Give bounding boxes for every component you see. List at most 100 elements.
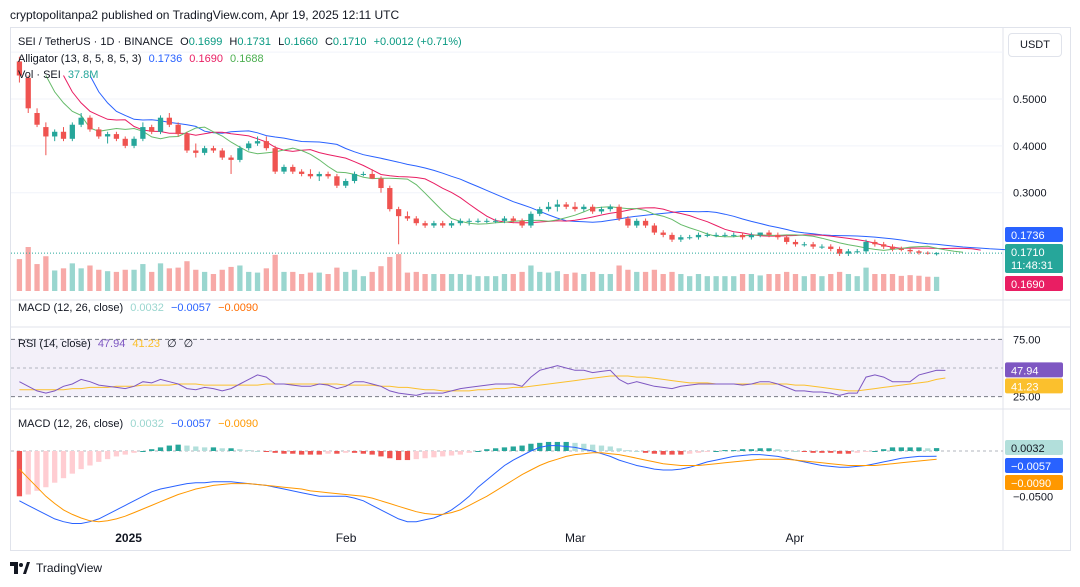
macd-histogram-bar: [731, 450, 737, 452]
candle-body: [413, 218, 419, 224]
candle-body: [704, 234, 710, 236]
macd-histogram-bar: [722, 450, 728, 452]
volume-bar: [925, 276, 931, 291]
currency-button[interactable]: USDT: [1008, 33, 1062, 57]
candle-body: [272, 148, 278, 172]
volume-bar: [16, 259, 23, 291]
volume-bar: [845, 274, 852, 291]
macd-histogram-bar: [184, 445, 190, 451]
jaw-price-label: 0.1736: [1011, 230, 1045, 242]
rsi-ma-value-label-bg: [1005, 378, 1063, 394]
candle-body: [281, 166, 287, 172]
candle-body: [881, 244, 887, 247]
volume-bar: [581, 274, 587, 291]
candle-body: [933, 253, 940, 255]
macd-histogram-bar: [369, 451, 375, 455]
last-price-label: 11:48:31: [1011, 260, 1053, 272]
macd-histogram-bar: [836, 451, 843, 454]
candle-body: [193, 150, 199, 153]
volume-bar: [219, 269, 225, 291]
volume-bar: [149, 271, 155, 291]
volume-bar: [104, 271, 111, 291]
volume-bar: [69, 263, 75, 291]
volume-bar: [810, 274, 816, 291]
candle-body: [634, 220, 640, 226]
volume-bar: [184, 261, 190, 291]
macd-legend-2: MACD (12, 26, close) 0.0032 −0.0057 −0.0…: [18, 418, 259, 430]
candle-body: [246, 143, 252, 149]
volume-bar: [651, 269, 658, 291]
candle-body: [325, 173, 331, 177]
chart-canvas[interactable]: 0.60000.50000.40000.30000.17360.171011:4…: [11, 28, 1070, 550]
volume-bar: [272, 254, 278, 291]
macd-hist-label: 0.0032: [1011, 443, 1045, 455]
volume-bar: [307, 272, 314, 291]
volume-bar: [325, 274, 331, 291]
volume-bar: [695, 274, 702, 291]
macd-histogram-bar: [528, 443, 534, 451]
candle-body: [369, 173, 375, 179]
volume-bar: [237, 265, 243, 291]
candle-body: [775, 234, 781, 238]
macd-histogram-bar: [607, 446, 613, 451]
candle-body: [43, 127, 49, 137]
chart-frame[interactable]: 0.60000.50000.40000.30000.17360.171011:4…: [10, 27, 1071, 551]
candle-body: [898, 248, 904, 250]
macd-histogram-bar: [60, 451, 67, 479]
volume-bar: [519, 271, 525, 291]
macd-histogram-bar: [819, 451, 825, 453]
macd-histogram-bar: [387, 451, 393, 459]
macd-histogram-bar: [140, 451, 146, 452]
macd-histogram-bar: [404, 451, 411, 461]
macd-histogram-bar: [52, 451, 58, 483]
macd-line: [19, 445, 937, 524]
candle-body: [466, 220, 472, 222]
symbol-label[interactable]: SEI / TetherUS · 1D · BINANCE: [18, 36, 174, 48]
macd-histogram-bar: [713, 451, 719, 452]
candle-body: [457, 220, 464, 224]
volume-bar: [193, 269, 199, 291]
macd-signal-label: −0.0090: [1011, 478, 1051, 490]
candle-body: [34, 113, 40, 125]
macd-histogram-bar: [669, 451, 675, 455]
volume-bar: [889, 274, 896, 291]
macd-histogram-bar: [598, 445, 605, 451]
candle-body: [25, 77, 31, 109]
volume-bar: [898, 275, 904, 291]
macd-histogram-bar: [448, 451, 455, 456]
volume-bar: [281, 271, 287, 291]
macd-histogram-bar: [307, 451, 314, 455]
candle-body: [581, 206, 587, 210]
macd-histogram-bar: [96, 451, 102, 462]
macd-histogram-bar: [175, 444, 181, 451]
macd-histogram-bar: [642, 451, 649, 453]
macd-histogram-bar: [907, 447, 913, 451]
macd-histogram-bar: [889, 447, 896, 451]
macd-histogram-bar: [739, 449, 746, 451]
volume-bar: [916, 275, 922, 291]
macd-histogram-bar: [440, 451, 446, 457]
volume-bar: [854, 276, 860, 291]
volume-bar: [431, 274, 437, 291]
candle-body: [616, 206, 622, 219]
rsi-line: [19, 365, 946, 396]
candle-body: [854, 251, 860, 253]
volume-bar: [563, 274, 569, 291]
macd-histogram-bar: [898, 447, 904, 451]
macd-histogram-bar: [881, 449, 887, 451]
y-tick-label: 0.3000: [1013, 188, 1047, 200]
macd-histogram-bar: [492, 448, 499, 451]
tradingview-logo-icon: [10, 562, 30, 574]
macd-histogram-bar: [872, 451, 878, 452]
volume-bar: [175, 267, 181, 291]
candle-body: [431, 223, 437, 226]
macd-histogram-bar: [501, 447, 508, 451]
volume-bar: [713, 276, 719, 291]
volume-bar: [669, 271, 675, 291]
volume-bar: [201, 271, 208, 291]
macd-histogram-bar: [554, 441, 561, 451]
macd-histogram-bar: [228, 448, 234, 451]
x-tick-label: Mar: [565, 531, 586, 545]
candle-body: [625, 218, 631, 226]
macd-histogram-bar: [210, 447, 217, 451]
